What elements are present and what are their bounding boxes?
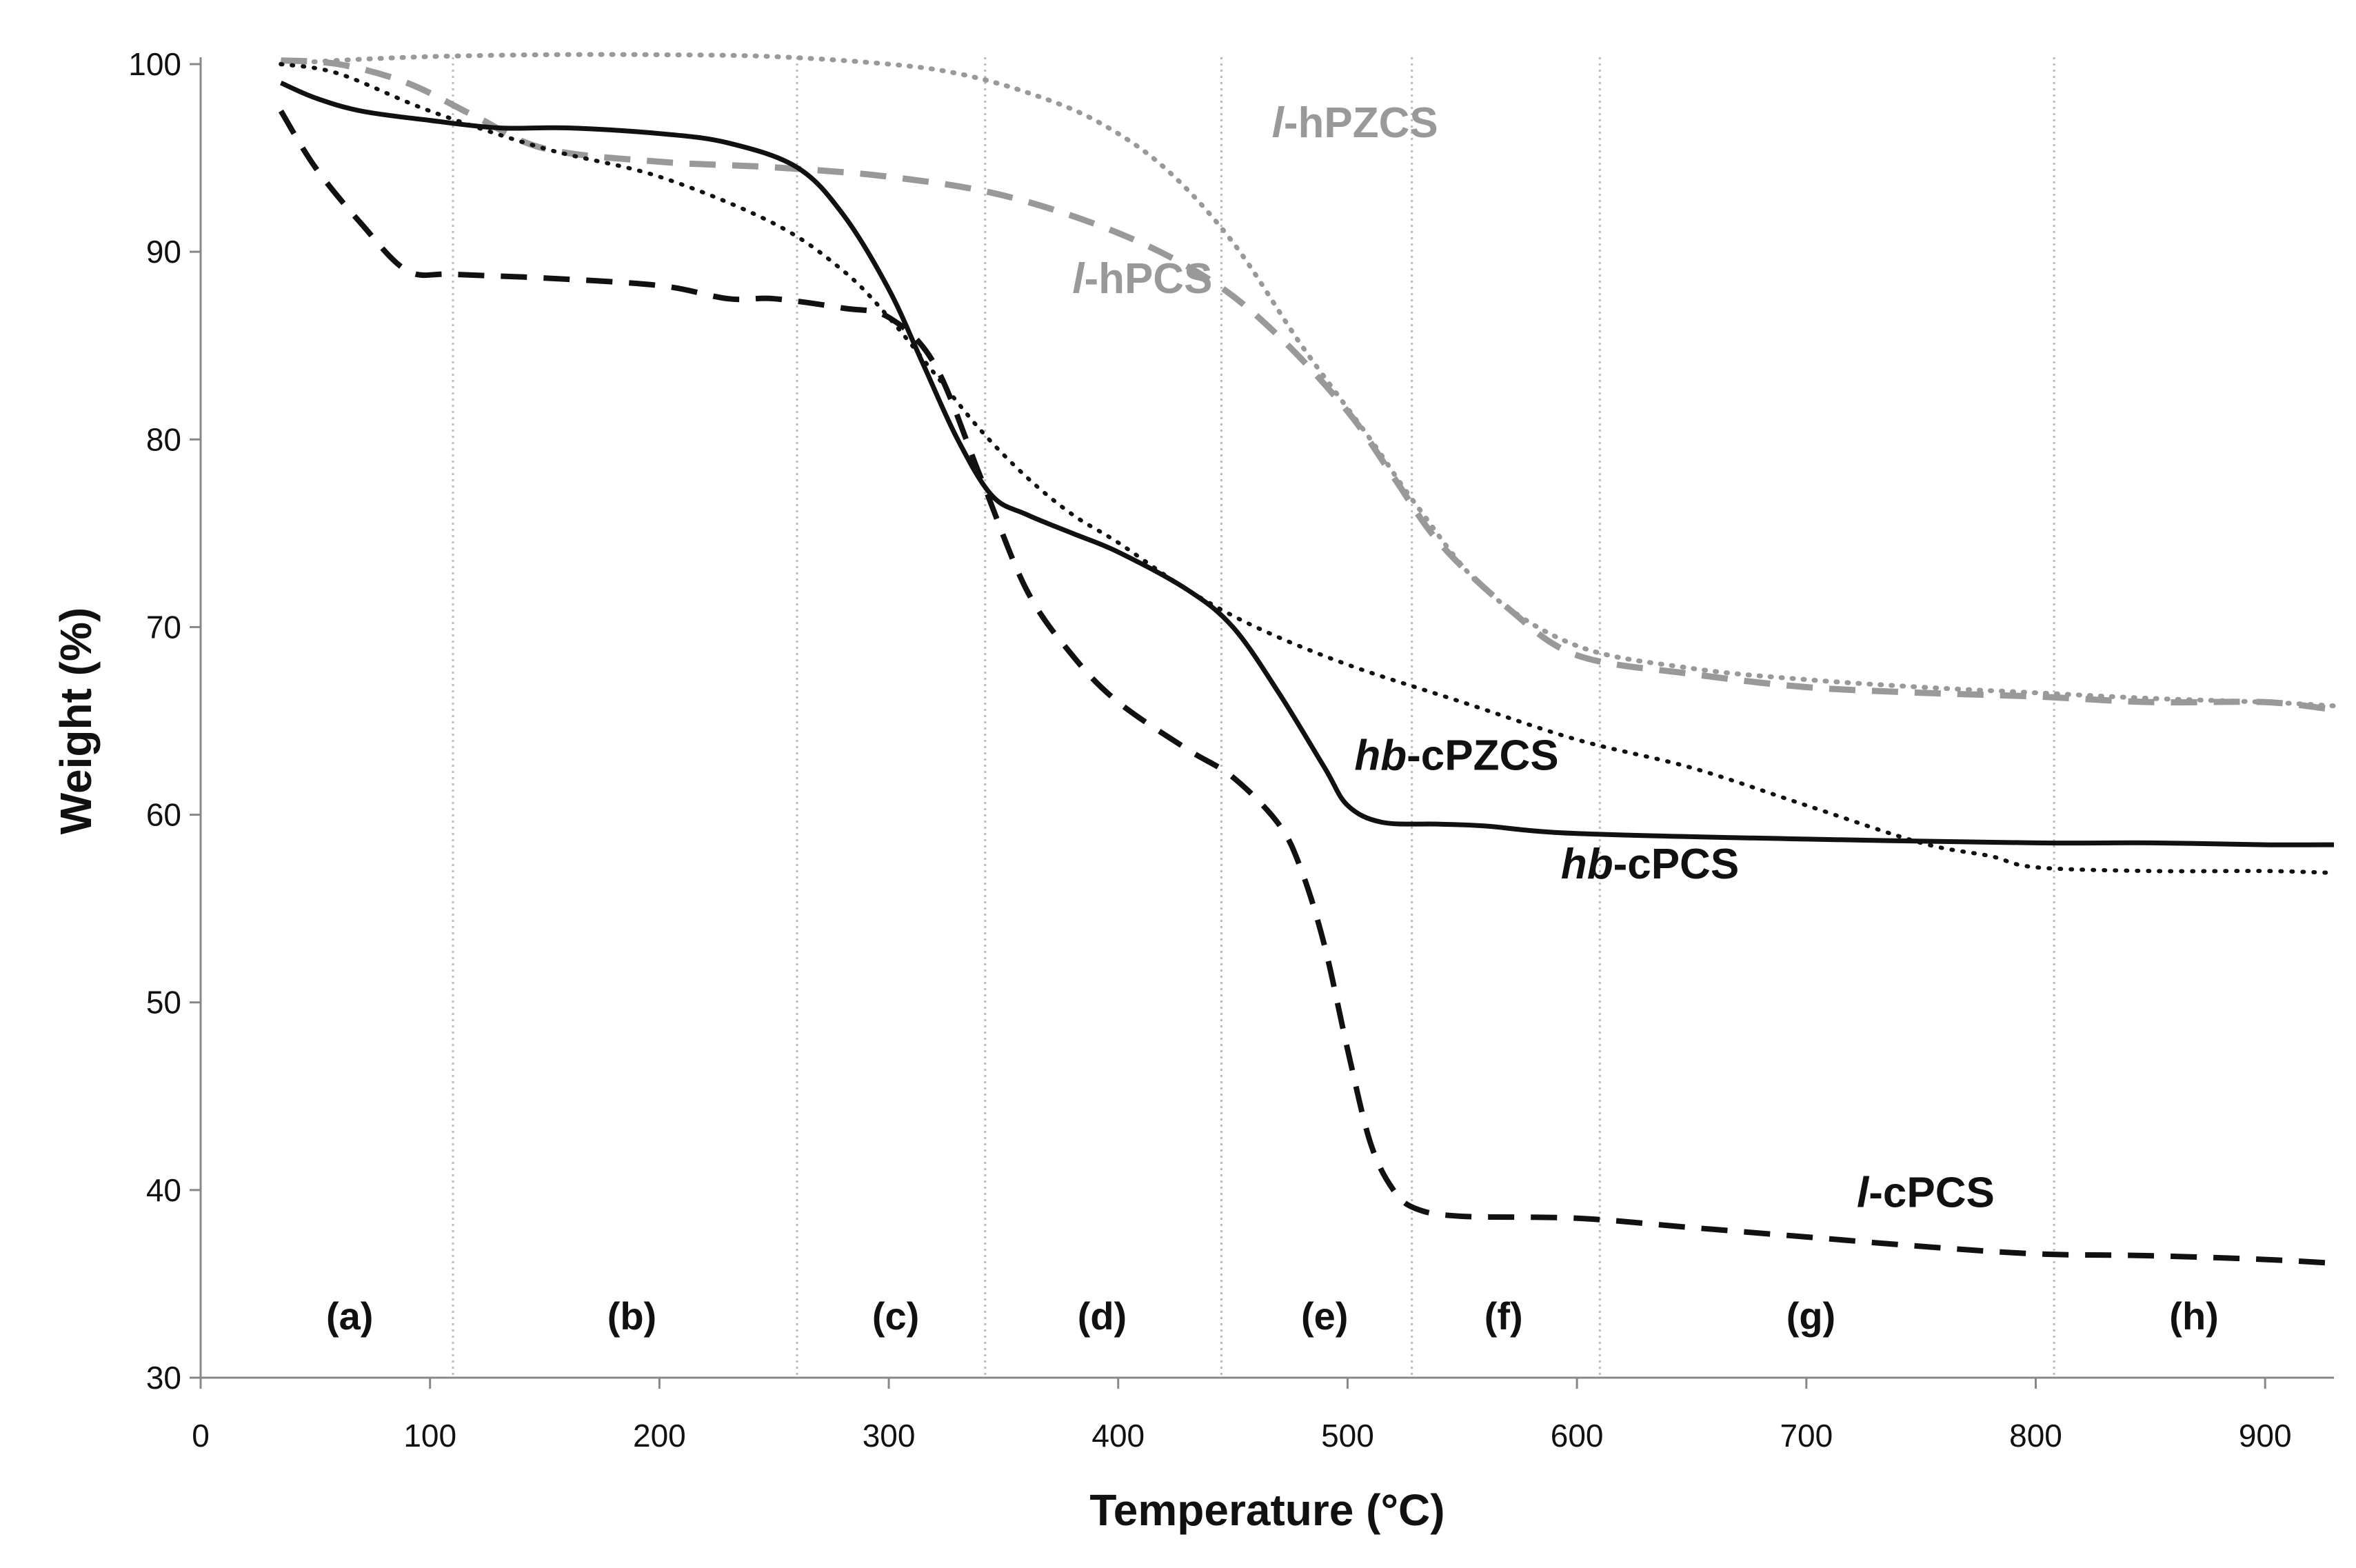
region-label-b: (b) [607,1294,657,1338]
x-tick-label-700: 700 [1780,1418,1833,1454]
region-label-g: (g) [1786,1294,1836,1338]
series-line-hb-cpcs [279,62,2336,875]
y-tick-label-100: 100 [128,46,181,82]
x-tick-labels: 0 100 200 300 400 500 600 700 800 900 [192,1378,2292,1454]
region-boundary-lines [452,57,2055,1378]
series-line-l-hpcs [281,57,2335,713]
series-label-l-hpzcs: l-hPZCS [1272,99,1438,147]
series-label-suffix: -cPCS [1869,1169,1995,1216]
series-line-l-cpcs [278,109,2335,1266]
region-label-c: (c) [872,1294,919,1338]
series-label-prefix: l [1857,1169,1870,1216]
y-tick-label-30: 30 [146,1360,181,1396]
series-label-l-hpcs: l-hPCS [1072,255,1212,303]
series-label-hb-cpzcs: hb-cPZCS [1354,732,1558,779]
region-label-f: (f) [1484,1294,1523,1338]
axes [199,57,2334,1379]
series-label-l-cpcs: l-cPCS [1857,1169,1995,1216]
y-tick-label-90: 90 [146,234,181,270]
series-label-prefix: hb [1354,732,1407,779]
x-tick-label-0: 0 [192,1418,210,1454]
x-tick-label-600: 600 [1551,1418,1604,1454]
series-line-l-hpzcs [278,52,2337,709]
series-label-prefix: l [1272,99,1285,147]
series-label-prefix: hb [1561,841,1613,888]
y-tick-label-40: 40 [146,1172,181,1208]
y-tick-labels: 30 40 50 60 70 80 90 100 [128,46,201,1396]
region-label-h: (h) [2169,1294,2219,1338]
x-tick-label-500: 500 [1321,1418,1374,1454]
x-tick-label-900: 900 [2239,1418,2292,1454]
x-tick-label-400: 400 [1091,1418,1145,1454]
series-label-suffix: -cPZCS [1407,732,1558,779]
series-label-suffix: -hPCS [1084,255,1212,303]
x-tick-label-300: 300 [863,1418,916,1454]
y-axis-title: Weight (%) [51,607,101,834]
y-tick-label-70: 70 [146,609,181,645]
series-label-prefix: l [1072,255,1085,303]
y-tick-label-50: 50 [146,985,181,1021]
region-label-d: (d) [1078,1294,1127,1338]
region-labels: (a) (b) (c) (d) (e) (f) (g) (h) [326,1294,2219,1338]
y-tick-label-80: 80 [146,421,181,457]
series-lines [278,52,2337,1266]
series-line-hb-cpzcs [279,80,2335,847]
series-label-hb-cpcs: hb-cPCS [1561,841,1739,888]
x-tick-label-200: 200 [633,1418,686,1454]
series-label-suffix: -cPCS [1613,841,1740,888]
x-tick-label-100: 100 [403,1418,456,1454]
x-tick-label-800: 800 [2009,1418,2062,1454]
region-label-a: (a) [326,1294,373,1338]
y-tick-label-60: 60 [146,797,181,833]
series-label-suffix: -hPZCS [1284,99,1438,147]
region-label-e: (e) [1301,1294,1348,1338]
x-axis-title: Temperature (°C) [1089,1485,1444,1535]
